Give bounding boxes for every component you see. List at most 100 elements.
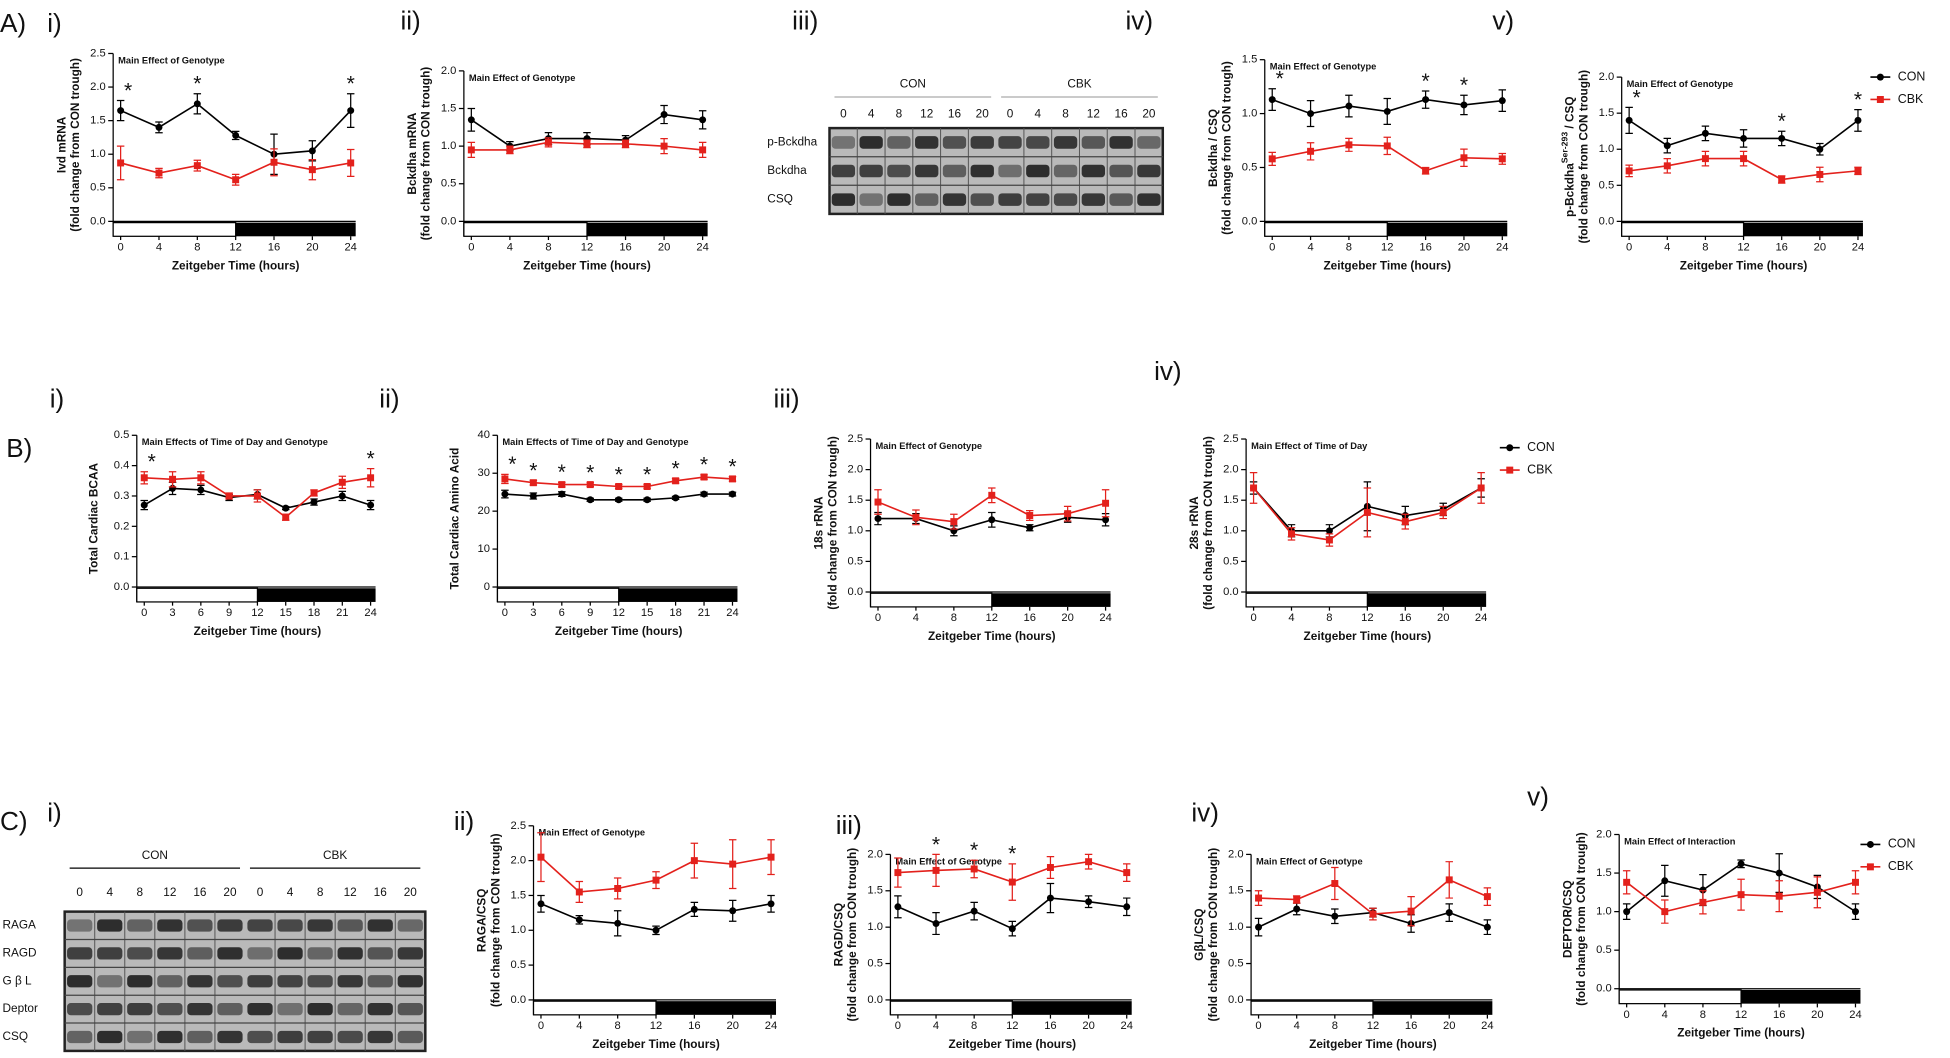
point <box>1625 167 1633 175</box>
y-axis-label: Total Cardiac BCAA <box>87 463 101 575</box>
point <box>1288 530 1295 538</box>
lane-label: 8 <box>317 885 324 899</box>
x-tick-label: 20 <box>726 1020 738 1032</box>
band <box>970 164 994 178</box>
point <box>169 475 177 483</box>
point <box>1345 102 1353 110</box>
panel-label: i) <box>50 383 64 413</box>
lane-label: 8 <box>896 107 903 121</box>
point <box>193 162 201 170</box>
panel-label: iv) <box>1191 798 1219 828</box>
y-tick-label: 1.0 <box>1228 921 1244 933</box>
band <box>859 193 883 206</box>
point <box>225 492 233 500</box>
band <box>942 136 967 149</box>
point <box>308 147 316 155</box>
point <box>988 516 996 524</box>
lane-label: 4 <box>106 885 113 899</box>
y-tick-label: 0.5 <box>90 182 106 194</box>
lane-label: 4 <box>287 885 294 899</box>
point <box>1268 96 1276 104</box>
group-label: CON <box>142 848 168 862</box>
band <box>157 919 183 932</box>
point <box>338 492 346 500</box>
band <box>915 193 939 206</box>
x-tick-label: 24 <box>1120 1020 1132 1032</box>
x-tick-label: 24 <box>696 241 708 253</box>
y-tick-label: 0.0 <box>441 215 457 227</box>
x-tick-label: 4 <box>156 241 162 253</box>
band <box>97 947 123 960</box>
band <box>1137 164 1161 178</box>
lane-label: 16 <box>948 107 962 121</box>
dark-period <box>618 588 738 602</box>
x-tick-label: 24 <box>765 1020 777 1032</box>
x-tick-label: 0 <box>1255 1020 1261 1032</box>
band <box>1053 136 1078 149</box>
band <box>97 1030 123 1044</box>
band <box>1026 164 1050 178</box>
x-tick-label: 4 <box>1664 241 1670 253</box>
subtitle: Main Effect of Genotype <box>538 828 645 838</box>
panel-label: iv) <box>1154 356 1182 386</box>
band <box>1026 136 1050 149</box>
x-axis-label: Zeitgeber Time (hours) <box>555 624 683 638</box>
point <box>894 869 902 877</box>
point <box>767 900 775 908</box>
point <box>1661 908 1669 916</box>
x-tick-label: 12 <box>1361 612 1373 624</box>
significance-star: * <box>148 451 156 474</box>
x-axis-label: Zeitgeber Time (hours) <box>1677 1026 1805 1040</box>
significance-star: * <box>643 463 651 486</box>
point <box>1460 154 1468 162</box>
x-tick-label: 0 <box>1269 241 1275 253</box>
band <box>307 947 333 960</box>
light-period <box>1618 989 1742 1005</box>
subtitle: Main Effect of Genotype <box>1256 856 1363 866</box>
y-tick-label: 2.5 <box>1223 433 1239 445</box>
band <box>127 919 153 932</box>
y-tick-label: 1.0 <box>1599 143 1615 155</box>
band <box>831 164 856 178</box>
point <box>1460 101 1468 109</box>
point <box>1663 142 1671 150</box>
band <box>127 975 153 988</box>
point <box>700 490 708 498</box>
x-tick-label: 20 <box>658 241 670 253</box>
point <box>347 159 355 167</box>
y-axis-label: (fold change from CON trough) <box>68 58 82 232</box>
x-tick-label: 0 <box>502 607 508 619</box>
point <box>197 474 205 482</box>
legend-label: CBK <box>1898 92 1924 106</box>
x-tick-label: 12 <box>650 1020 662 1032</box>
x-tick-label: 9 <box>226 607 232 619</box>
point <box>193 100 201 108</box>
band <box>367 975 393 988</box>
band <box>970 136 994 149</box>
point <box>1123 869 1131 877</box>
x-tick-label: 15 <box>641 607 653 619</box>
x-tick-label: 6 <box>559 607 565 619</box>
band <box>217 947 243 960</box>
panel-label: iii) <box>774 383 800 413</box>
x-tick-label: 0 <box>468 241 474 253</box>
band <box>1137 193 1161 206</box>
significance-star: * <box>1778 110 1786 133</box>
band <box>97 1002 123 1016</box>
dark-period <box>991 593 1111 607</box>
band <box>157 1002 183 1016</box>
band <box>942 193 967 206</box>
panel-label: ii) <box>400 5 420 35</box>
group-label: CON <box>900 77 926 91</box>
y-axis-label: (fold change from CON trough) <box>1574 832 1588 1006</box>
point <box>950 518 958 526</box>
dark-period <box>586 222 708 237</box>
x-tick-label: 24 <box>1475 612 1487 624</box>
y-axis-label: (fold change from CON trough) <box>1206 848 1220 1022</box>
y-tick-label: 2.0 <box>848 464 864 476</box>
y-axis-label: (fold change from CON trough) <box>488 833 502 1007</box>
band <box>277 947 303 960</box>
significance-star: * <box>932 833 940 856</box>
x-tick-label: 12 <box>1737 241 1749 253</box>
